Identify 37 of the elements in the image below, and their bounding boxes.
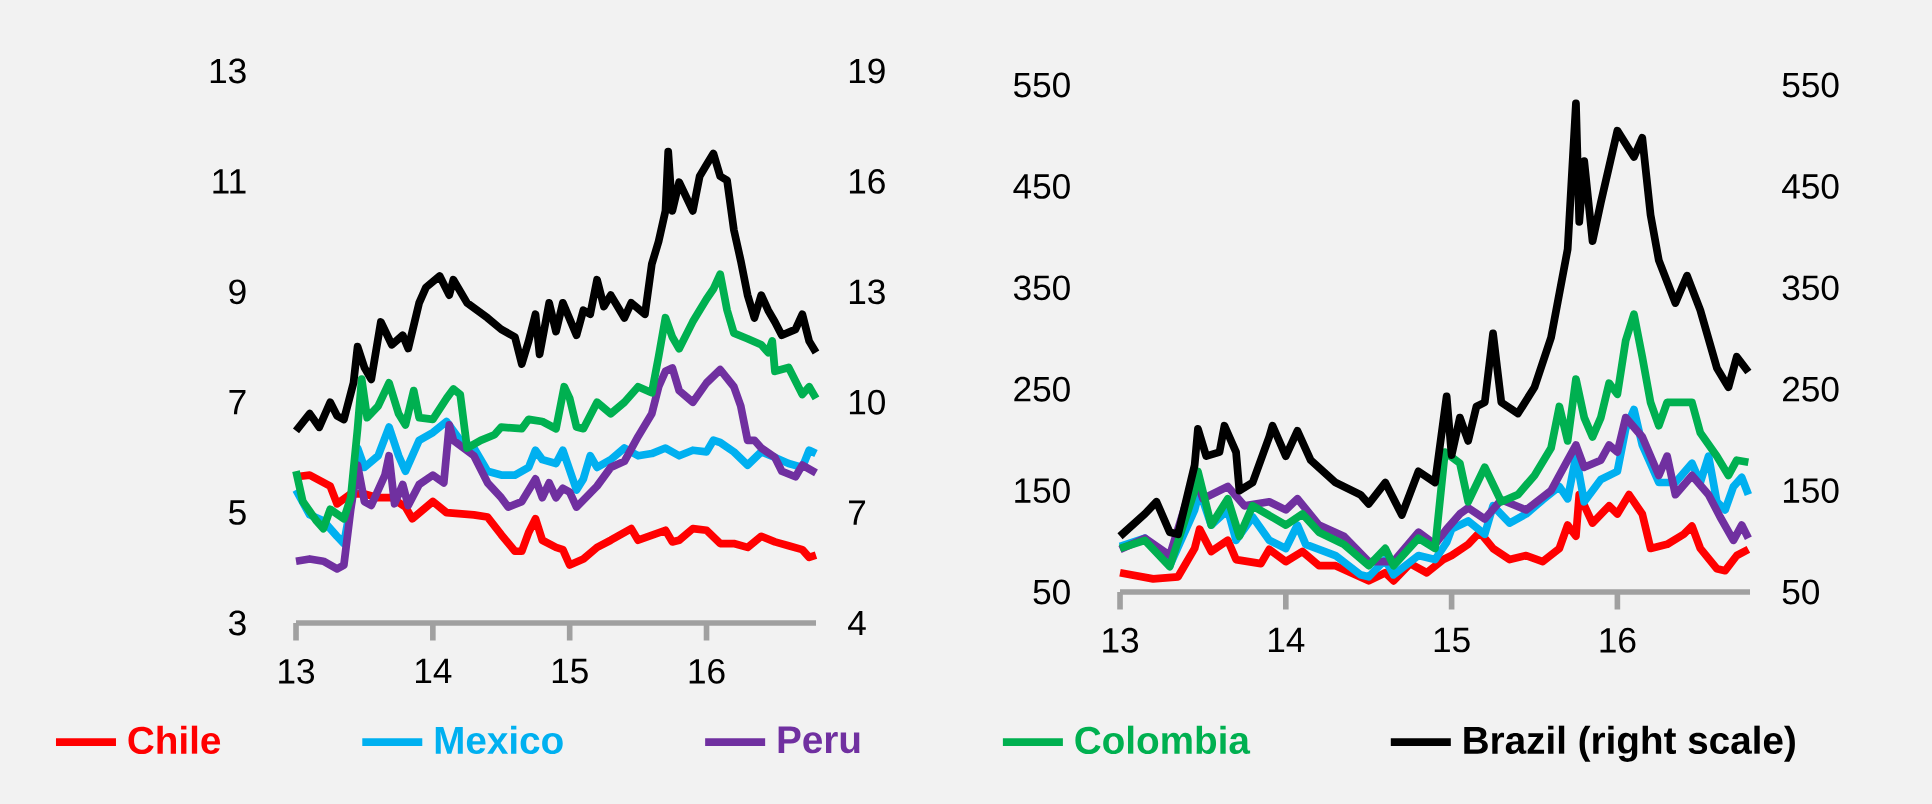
legend-label: Chile [128,725,221,755]
x-tick-label: 14 [416,658,452,684]
y2-tick-label: 16 [849,168,885,194]
y2-tick-label: 450 [1782,174,1839,199]
y2-tick-label: 550 [1782,72,1839,98]
x-tick-label: 16 [689,658,725,684]
y-tick-label: 50 [1033,579,1070,605]
x-tick-label: 15 [1434,627,1470,653]
legend-label: Peru [778,726,860,754]
y-tick-label: 11 [213,169,246,194]
y-tick-label: 150 [1015,478,1070,504]
y-tick-label: 450 [1013,174,1070,199]
y-tick-label: 7 [229,390,246,415]
legend-label: Brazil (right scale) [1464,725,1795,762]
x-tick-label: 14 [1268,627,1305,653]
legend-label: Mexico [435,725,563,755]
y2-tick-label: 50 [1782,579,1819,605]
y2-tick-label: 13 [849,279,885,305]
y2-tick-label: 7 [849,500,866,525]
y-tick-label: 250 [1014,376,1070,402]
x-tick-label: 13 [279,658,315,684]
y2-tick-label: 10 [849,389,885,415]
y-tick-label: 3 [228,610,246,636]
y-tick-label: 350 [1013,275,1070,301]
y-tick-label: 550 [1013,72,1070,98]
x-tick-label: 13 [1103,627,1139,653]
y2-tick-label: 150 [1783,478,1839,504]
x-tick-label: 15 [552,658,588,684]
y2-tick-label: 4 [848,610,866,636]
y2-tick-label: 350 [1782,275,1839,301]
y2-tick-label: 19 [849,58,885,84]
y-tick-label: 9 [229,279,246,305]
y-tick-label: 13 [210,58,246,84]
y2-tick-label: 250 [1783,376,1839,402]
y-tick-label: 5 [229,500,246,525]
x-tick-label: 16 [1600,627,1636,653]
legend-label: Colombia [1075,725,1251,755]
